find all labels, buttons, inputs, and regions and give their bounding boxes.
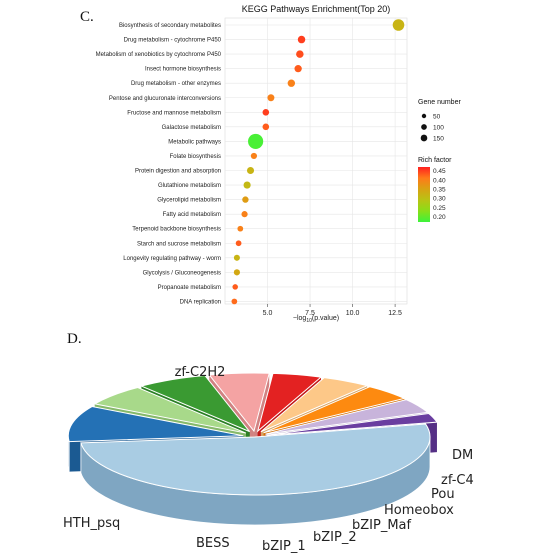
slice-dm — [266, 412, 438, 436]
point-glycolysis-gluconeogenesis — [233, 269, 240, 276]
color-legend-label-0: 0.45 — [433, 168, 446, 175]
point-drug-metabolism-other-enzymes — [287, 79, 296, 87]
x-tick-label-2: 10.0 — [346, 310, 360, 317]
slice-label-zf-c4: zf-C4 — [441, 473, 474, 488]
point-pentose-and-glucuronate-interconversions — [267, 94, 275, 102]
slice-bess — [93, 386, 247, 434]
x-tick-label-0: 5.0 — [263, 310, 273, 317]
slice-label-bess: BESS — [196, 536, 230, 551]
y-tick-label-protein-digestion-and-absorption: Protein digestion and absorption — [135, 169, 221, 175]
slice-label-bzip-2: bZIP_2 — [313, 530, 357, 545]
chart-title: KEGG Pathways Enrichment(Top 20) — [242, 4, 391, 14]
slice-bzip-1 — [139, 375, 251, 433]
size-legend-dot-100 — [421, 124, 427, 130]
color-legend-bar — [418, 167, 430, 222]
point-folate-biosynthesis — [250, 152, 258, 160]
size-legend-title: Gene number — [418, 99, 461, 106]
slice-label-hth-psq: HTH_psq — [63, 516, 120, 531]
y-tick-label-terpenoid-backbone-biosynthesis: Terpenoid backbone biosynthesis — [132, 227, 221, 233]
size-legend-dot-150 — [420, 134, 428, 142]
slice-label-bzip-1: bZIP_1 — [262, 539, 306, 554]
panel-d-label: D. — [67, 331, 82, 347]
plot-area — [224, 17, 408, 305]
slice-zf-c4 — [265, 399, 429, 435]
y-tick-label-metabolic-pathways: Metabolic pathways — [168, 139, 221, 145]
point-dna-replication — [231, 298, 238, 305]
point-metabolism-of-xenobiotics-by-cytochrome-p450 — [296, 50, 304, 58]
x-tick-label-1: 7.5 — [305, 310, 315, 317]
point-fatty-acid-metabolism — [241, 211, 248, 218]
slice-label-pou: Pou — [431, 487, 455, 502]
slice-bzip-2 — [208, 372, 270, 433]
size-legend-dot-50 — [421, 113, 427, 119]
y-tick-label-fatty-acid-metabolism: Fatty acid metabolism — [163, 212, 221, 218]
slice-zf-c2h2 — [80, 423, 431, 496]
slice-pou — [263, 386, 406, 434]
y-tick-label-pentose-and-glucuronate-interconversions: Pentose and glucuronate interconversions — [109, 96, 221, 102]
color-legend-label-4: 0.25 — [433, 205, 446, 212]
y-tick-label-glutathione-metabolism: Glutathione metabolism — [158, 183, 221, 189]
slice-label-zf-c2h2: zf-C2H2 — [175, 365, 226, 380]
kegg-bubble-chart: KEGG Pathways Enrichment(Top 20) 5.0 7.5 10… — [96, 4, 462, 324]
y-tick-label-glycolysis-gluconeogenesis: Glycolysis / Gluconeogenesis — [143, 270, 221, 276]
panel-c-label: C. — [80, 9, 94, 25]
size-legend-label-50: 50 — [433, 114, 441, 121]
y-tick-label-metabolism-of-xenobiotics-by-cytochrome-p450: Metabolism of xenobiotics by cytochrome … — [96, 52, 222, 58]
color-legend-label-2: 0.35 — [433, 187, 446, 194]
color-legend-title: Rich factor — [418, 157, 452, 164]
color-legend-label-1: 0.40 — [433, 177, 446, 184]
point-longevity-regulating-pathway-worm — [233, 254, 240, 261]
color-legend-label-5: 0.20 — [433, 214, 446, 221]
point-glycerolipid-metabolism — [242, 196, 249, 203]
y-tick-label-propanoate-metabolism: Propanoate metabolism — [158, 285, 221, 291]
y-tick-label-drug-metabolism-other-enzymes: Drug metabolism - other enzymes — [131, 81, 221, 87]
x-tick-label-3: 12.5 — [388, 310, 402, 317]
point-glutathione-metabolism — [243, 181, 251, 189]
point-drug-metabolism-cytochrome-p450 — [297, 35, 306, 44]
size-legend-label-150: 150 — [433, 136, 444, 143]
point-insect-hormone-biosynthesis — [294, 65, 302, 73]
y-tick-label-glycerolipid-metabolism: Glycerolipid metabolism — [157, 198, 221, 204]
point-metabolic-pathways — [248, 133, 264, 149]
slice-bzip-maf — [256, 372, 323, 433]
x-axis-label: −log10(p.value) — [293, 315, 339, 324]
color-legend-label-3: 0.30 — [433, 196, 446, 203]
slice-label-bzip-maf: bZIP_Maf — [352, 518, 412, 533]
y-tick-label-galactose-metabolism: Galactose metabolism — [162, 125, 221, 131]
point-protein-digestion-and-absorption — [246, 166, 255, 175]
y-tick-label-dna-replication: DNA replication — [180, 299, 221, 305]
y-tick-label-drug-metabolism-cytochrome-p450: Drug metabolism - cytochrome P450 — [124, 38, 222, 44]
slice-label-dm: DM — [452, 448, 473, 463]
point-terpenoid-backbone-biosynthesis — [237, 225, 244, 232]
size-legend-label-100: 100 — [433, 125, 444, 132]
point-biosynthesis-of-secondary-metabolites — [392, 19, 405, 31]
point-galactose-metabolism — [262, 123, 270, 131]
y-tick-label-starch-and-sucrose-metabolism: Starch and sucrose metabolism — [137, 241, 221, 247]
y-tick-label-fructose-and-mannose-metabolism: Fructose and mannose metabolism — [127, 110, 221, 116]
slice-hth-psq — [67, 406, 244, 443]
point-propanoate-metabolism — [232, 284, 238, 290]
y-tick-label-biosynthesis-of-secondary-metabolites: Biosynthesis of secondary metabolites — [119, 23, 221, 29]
y-tick-label-longevity-regulating-pathway-worm: Longevity regulating pathway - worm — [123, 256, 221, 262]
point-fructose-and-mannose-metabolism — [262, 109, 270, 116]
y-tick-label-insect-hormone-biosynthesis: Insect hormone biosynthesis — [145, 67, 221, 73]
y-tick-label-folate-biosynthesis: Folate biosynthesis — [170, 154, 221, 160]
slice-label-homeobox: Homeobox — [384, 503, 454, 518]
slice-homeobox — [260, 377, 369, 433]
point-starch-and-sucrose-metabolism — [235, 240, 242, 247]
